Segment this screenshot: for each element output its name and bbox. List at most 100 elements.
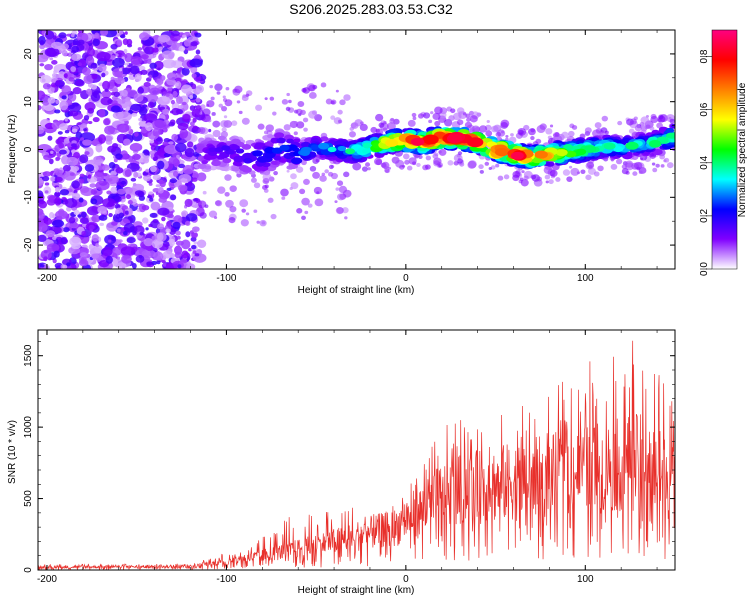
haze-blob: [334, 200, 338, 204]
haze-blob: [491, 125, 499, 133]
spectrogram-y-tick-label: 0: [23, 146, 34, 152]
noise-blob: [55, 99, 60, 104]
haze-blob: [236, 100, 241, 104]
ridge-blob: [208, 147, 217, 153]
noise-blob: [130, 177, 137, 182]
noise-blob: [79, 178, 85, 184]
haze-blob: [571, 125, 578, 130]
noise-blob: [172, 221, 181, 230]
noise-blob: [78, 197, 84, 203]
ridge-blob: [446, 134, 463, 144]
noise-blob: [80, 211, 87, 218]
haze-blob: [319, 175, 327, 182]
noise-blob: [191, 177, 198, 182]
ridge-blob: [361, 148, 371, 154]
haze-blob: [343, 171, 350, 178]
snr-x-tick-label: -200: [37, 574, 57, 585]
haze-blob: [518, 129, 524, 135]
noise-blob: [39, 264, 45, 268]
noise-blob: [174, 77, 182, 84]
haze-blob: [269, 96, 275, 101]
noise-blob: [196, 239, 207, 249]
ridge-blob: [279, 144, 290, 151]
haze-blob: [295, 166, 304, 173]
noise-blob: [162, 108, 170, 115]
noise-blob: [77, 62, 82, 67]
haze-blob: [336, 207, 344, 214]
haze-blob: [650, 115, 659, 123]
ridge-blob: [293, 138, 301, 143]
haze-blob: [411, 112, 417, 118]
noise-blob: [110, 186, 118, 194]
haze-blob: [469, 115, 478, 123]
noise-blob: [61, 50, 68, 57]
noise-blob: [58, 71, 66, 79]
haze-blob: [425, 164, 431, 170]
noise-blob: [170, 30, 180, 37]
haze-blob: [610, 163, 618, 170]
haze-blob: [470, 127, 474, 131]
noise-blob: [92, 116, 100, 123]
noise-blob: [91, 73, 98, 80]
noise-blob: [51, 73, 57, 78]
spectrogram-y-tick-label: 10: [23, 96, 34, 108]
noise-blob: [156, 232, 164, 241]
noise-blob: [171, 107, 181, 116]
noise-blob: [69, 172, 75, 176]
noise-blob: [54, 109, 61, 114]
noise-blob: [150, 165, 157, 173]
haze-blob: [281, 196, 286, 200]
noise-blob: [90, 84, 98, 90]
haze-blob: [293, 131, 298, 136]
haze-blob: [200, 104, 206, 110]
haze-blob: [649, 126, 655, 131]
noise-blob: [51, 121, 61, 130]
noise-blob: [86, 88, 93, 95]
haze-blob: [257, 123, 265, 130]
colorbar-tick-label: 0.6: [699, 102, 710, 116]
ridge-blob: [201, 160, 208, 165]
noise-blob: [55, 210, 68, 220]
noise-blob: [43, 154, 52, 161]
haze-blob: [263, 188, 269, 193]
noise-blob: [117, 123, 130, 133]
ridge-blob: [231, 166, 240, 172]
noise-blob: [98, 134, 106, 144]
haze-blob: [528, 128, 536, 136]
haze-blob: [210, 96, 215, 101]
ridge-blob: [583, 145, 597, 153]
noise-blob: [80, 137, 85, 141]
haze-blob: [375, 113, 384, 122]
haze-blob: [432, 112, 441, 121]
noise-blob: [102, 164, 110, 171]
noise-blob: [62, 227, 70, 233]
haze-blob: [462, 112, 467, 116]
noise-blob: [179, 74, 184, 78]
noise-blob: [129, 65, 140, 75]
noise-blob: [73, 151, 81, 159]
haze-blob: [262, 173, 272, 182]
haze-blob: [352, 162, 362, 171]
noise-blob: [142, 171, 149, 176]
noise-blob: [71, 128, 78, 133]
ridge-blob: [286, 138, 295, 144]
haze-blob: [238, 110, 243, 115]
noise-blob: [139, 231, 144, 236]
noise-blob: [145, 122, 153, 131]
haze-blob: [458, 111, 463, 116]
noise-blob: [176, 235, 181, 240]
haze-blob: [503, 174, 510, 180]
ridge-blob: [221, 145, 231, 151]
haze-blob: [389, 118, 396, 124]
ridge-blob: [273, 155, 282, 161]
haze-blob: [218, 103, 223, 108]
noise-blob: [58, 142, 65, 149]
ridge-blob: [235, 162, 243, 167]
haze-blob: [423, 112, 431, 119]
snr-x-tick-label: 100: [577, 574, 594, 585]
noise-blob: [177, 122, 189, 131]
noise-blob: [178, 173, 192, 183]
haze-blob: [407, 119, 416, 127]
noise-blob: [193, 198, 198, 202]
haze-blob: [312, 171, 321, 179]
